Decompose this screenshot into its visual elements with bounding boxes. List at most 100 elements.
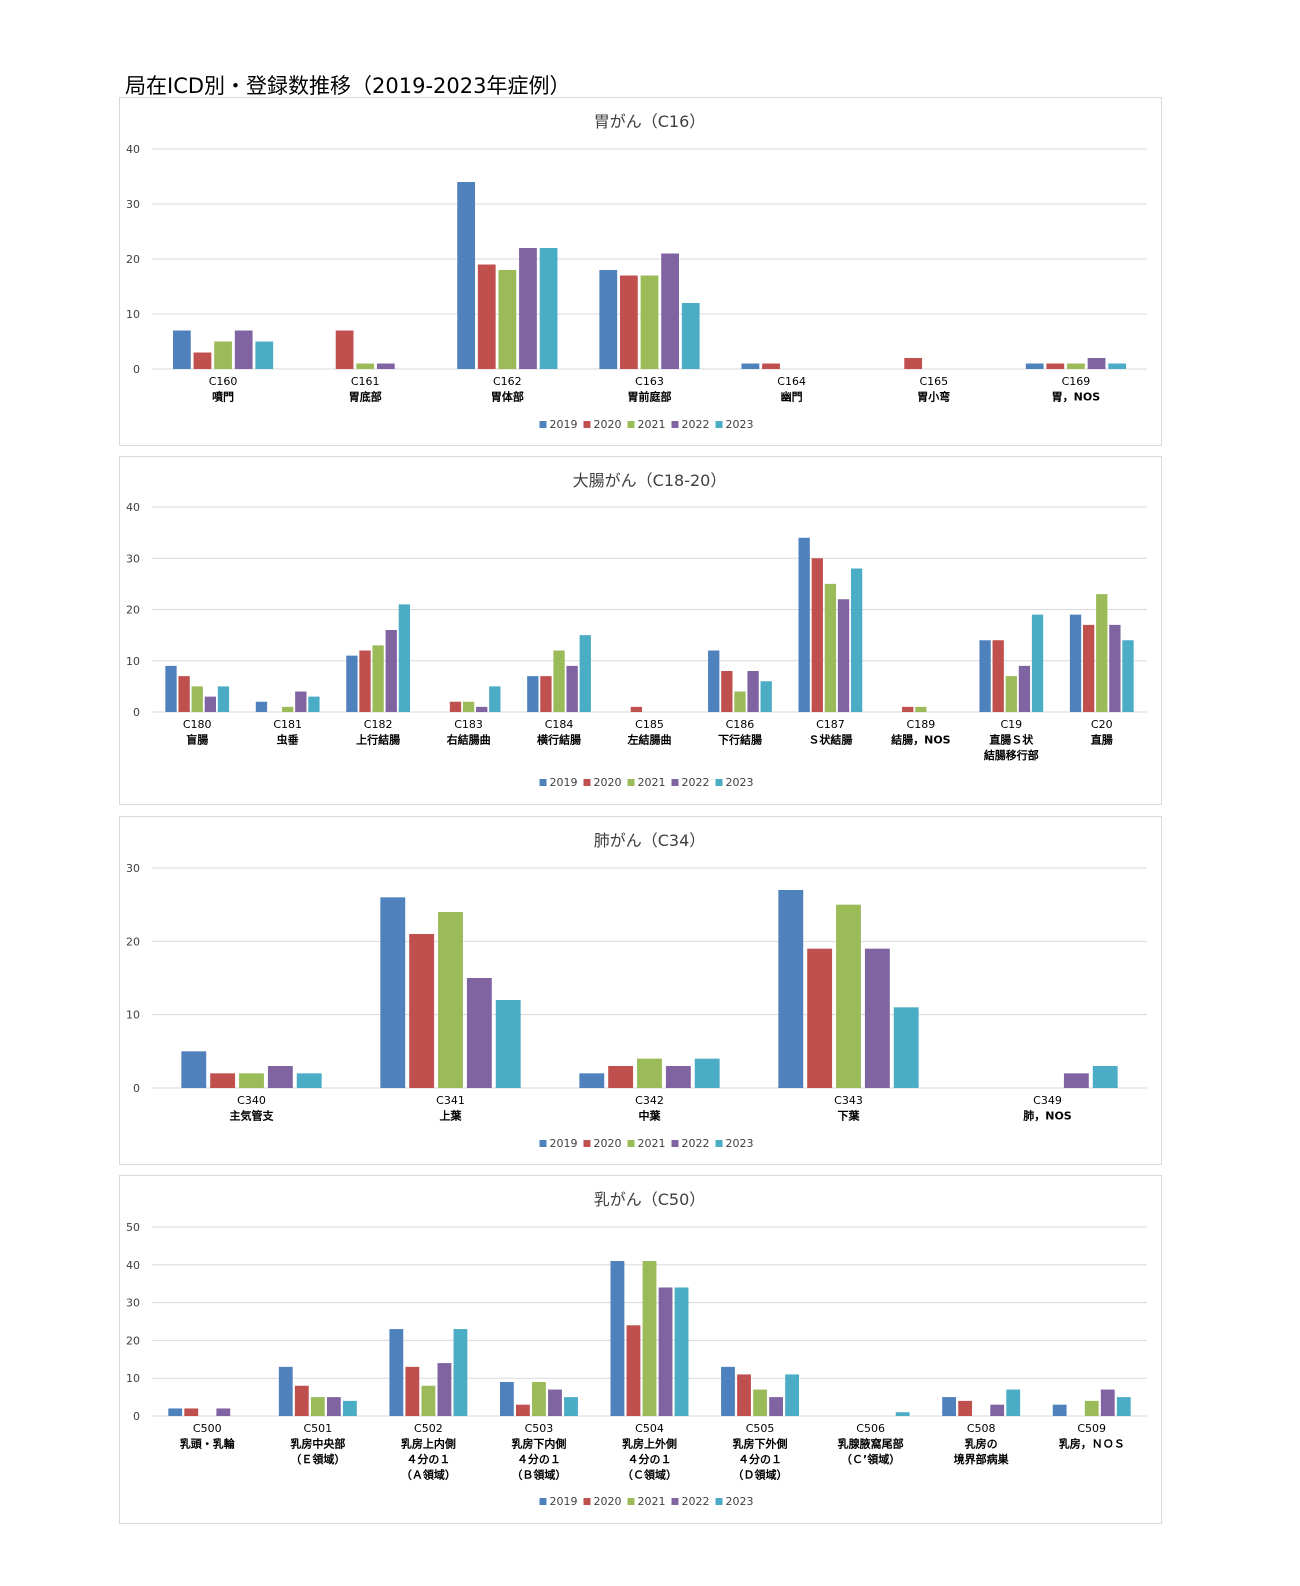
bar-2019-C160: [172, 330, 191, 369]
x-category-label: C182: [364, 718, 393, 731]
bar-2022-C342: [665, 1066, 691, 1088]
bar-2022-C503: [548, 1389, 562, 1416]
legend-label: 2023: [726, 776, 754, 789]
x-category-label: C20: [1091, 718, 1113, 731]
chart-stomach: 胃がん（C16） 0 10 20 30 40 C160 噴門 C161 胃底部 C162 胃体部 C16…: [119, 97, 1162, 446]
bar-2020-C343: [807, 948, 833, 1088]
bar-2020-C182: [359, 650, 371, 712]
bar-2020-C180: [178, 676, 190, 712]
x-category-label: C341: [436, 1094, 465, 1107]
bar-2021-C20: [1096, 594, 1108, 712]
bar-2023-C340: [296, 1073, 322, 1088]
bar-2020-C342: [608, 1066, 634, 1088]
chart-svg: 乳がん（C50） 0 10 20 30 40 50 C500 乳頭・乳輪 C501 乳房中央部（Ｅ領…: [126, 1190, 1147, 1508]
legend-swatch: [539, 421, 547, 428]
legend-label: 2021: [638, 1495, 666, 1508]
legend-swatch: [583, 421, 591, 428]
bar-2019-C342: [579, 1073, 605, 1088]
x-category-label: 盲腸: [186, 733, 208, 747]
legend-label: 2020: [594, 1495, 622, 1508]
bar-2019-C503: [499, 1381, 514, 1416]
x-category-label: 下行結腸: [718, 733, 762, 747]
legend-label: 2021: [638, 418, 666, 431]
x-category-label: ４分の１: [738, 1452, 782, 1466]
bar-2023-C501: [342, 1400, 357, 1416]
bar-2021-C163: [640, 275, 659, 369]
bar-2023-C183: [489, 686, 501, 712]
bar-2022-C160: [234, 330, 253, 369]
bar-2021-C183: [462, 701, 475, 712]
legend-label: 2023: [726, 418, 754, 431]
bar-2022-C19: [1018, 665, 1031, 712]
x-category-label: C180: [183, 718, 212, 731]
x-category-label: 乳房，ＮＯＳ: [1059, 1437, 1125, 1451]
legend-swatch: [539, 1140, 547, 1147]
legend-swatch: [715, 1140, 723, 1147]
y-tick-label: 50: [126, 1221, 140, 1234]
x-category-label: 上葉: [440, 1109, 463, 1123]
chart-title: 乳がん（C50）: [594, 1190, 706, 1209]
x-category-label: C163: [635, 375, 664, 388]
bar-2020-C340: [210, 1073, 236, 1088]
x-category-label: C340: [237, 1094, 266, 1107]
bar-2022-C340: [267, 1066, 293, 1088]
y-tick-label: 10: [126, 1009, 140, 1022]
bar-2023-C19: [1031, 614, 1044, 712]
x-category-label: 乳房中央部: [290, 1437, 345, 1451]
bar-2022-C163: [661, 253, 679, 369]
bar-2021-C19: [1005, 676, 1017, 712]
legend-label: 2022: [682, 418, 710, 431]
bar-2019-C502: [389, 1329, 404, 1416]
x-category-label: 中葉: [639, 1109, 662, 1123]
bar-2021-C343: [836, 904, 861, 1088]
chart-title: 胃がん（C16）: [594, 112, 706, 131]
bar-2023-C160: [255, 341, 274, 369]
bar-2019-C343: [778, 890, 804, 1088]
chart-lung: 肺がん（C34） 0 10 20 30 C340 主気管支 C341 上葉 C342 中葉 C343 下…: [119, 816, 1162, 1165]
legend-swatch: [627, 421, 635, 428]
x-category-label: ４分の１: [517, 1452, 561, 1466]
y-tick-label: 40: [126, 501, 140, 514]
y-tick-label: 0: [133, 1082, 140, 1095]
bar-2019-C184: [527, 676, 539, 712]
bar-2021-C169: [1067, 363, 1085, 369]
x-category-label: 主気管支: [230, 1109, 275, 1123]
x-category-label: C19: [1000, 718, 1022, 731]
bar-2019-C169: [1025, 363, 1044, 369]
bar-2019-C181: [255, 701, 268, 712]
bar-2022-C500: [216, 1408, 231, 1416]
legend-swatch: [539, 1498, 547, 1505]
x-category-label: （Ｃ領域）: [622, 1468, 677, 1482]
legend-label: 2019: [550, 418, 578, 431]
legend-label: 2021: [638, 776, 666, 789]
bar-2023-C182: [398, 604, 411, 712]
bar-2022-C181: [295, 691, 307, 712]
x-category-label: C162: [493, 375, 522, 388]
legend-label: 2020: [594, 776, 622, 789]
bar-2021-C189: [915, 706, 927, 712]
legend-swatch: [627, 1140, 635, 1147]
bar-2021-C505: [753, 1389, 767, 1416]
legend-label: 2023: [726, 1137, 754, 1150]
legend-swatch: [671, 1498, 679, 1505]
bar-2023-C505: [785, 1374, 800, 1416]
bar-2022-C343: [864, 948, 890, 1088]
x-category-label: 乳房下外側: [733, 1437, 788, 1451]
bar-2020-C500: [184, 1408, 199, 1416]
legend-swatch: [539, 779, 547, 786]
bar-2022-C161: [376, 363, 395, 369]
x-category-label: 上行結腸: [356, 733, 400, 747]
bar-2021-C509: [1084, 1400, 1099, 1416]
bar-2022-C182: [385, 630, 397, 712]
x-category-label: 胃前庭部: [628, 390, 672, 404]
chart-title: 肺がん（C34）: [594, 831, 706, 850]
y-tick-label: 10: [126, 1372, 140, 1385]
x-category-label: （Ｂ領域）: [511, 1468, 566, 1482]
bar-2022-C349: [1063, 1073, 1089, 1088]
x-category-label: ４分の１: [628, 1452, 672, 1466]
x-category-label: C505: [746, 1422, 775, 1435]
chart-svg: 肺がん（C34） 0 10 20 30 C340 主気管支 C341 上葉 C342 中葉 C343 下…: [126, 831, 1147, 1150]
x-category-label: C502: [414, 1422, 443, 1435]
x-category-label: C186: [726, 718, 755, 731]
x-category-label: C160: [209, 375, 238, 388]
